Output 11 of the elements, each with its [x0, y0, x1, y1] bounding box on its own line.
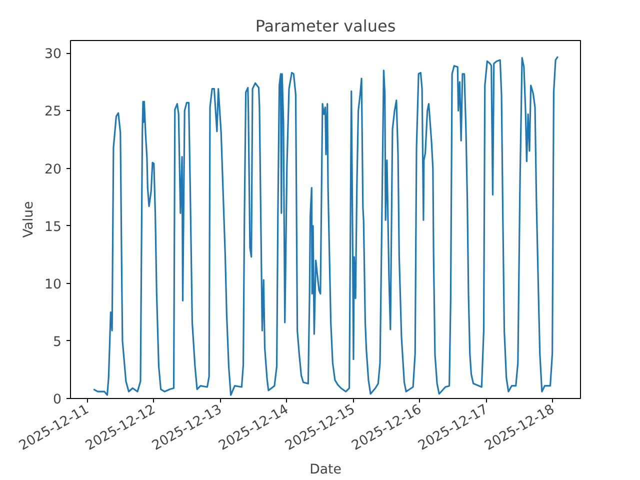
chart-title: Parameter values — [255, 16, 396, 36]
y-tick-label: 15 — [44, 220, 62, 235]
y-axis-title: Value — [22, 201, 37, 238]
y-tick-label: 25 — [44, 104, 62, 120]
y-tick-label: 10 — [44, 277, 62, 292]
y-tick-label: 5 — [53, 334, 62, 350]
y-tick-label: 0 — [53, 392, 62, 408]
y-tick-label: 20 — [44, 162, 62, 178]
x-axis-title: Date — [310, 462, 342, 478]
y-tick-label: 30 — [44, 47, 62, 62]
line-series — [92, 56, 559, 396]
